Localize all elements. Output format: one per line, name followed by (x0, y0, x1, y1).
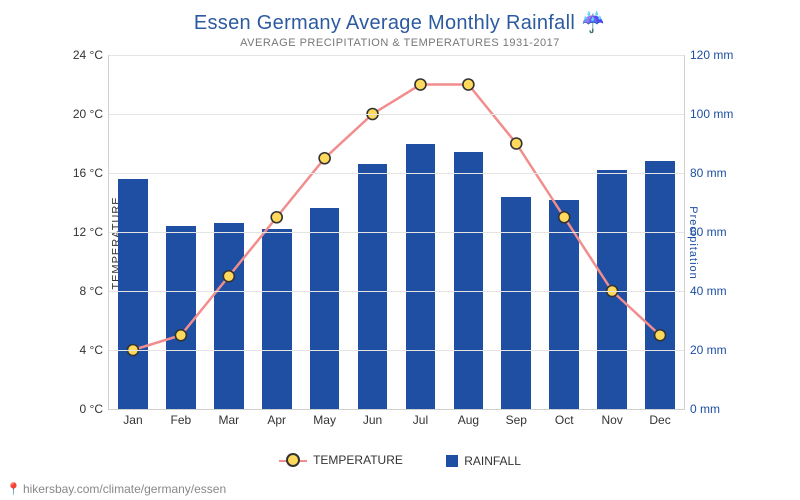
source-url: hikersbay.com/climate/germany/essen (23, 482, 226, 496)
xtick: Apr (267, 409, 286, 427)
temperature-marker (655, 330, 666, 341)
xtick: Sep (506, 409, 527, 427)
temperature-marker (415, 79, 426, 90)
y-axis-right-label: Precipitation (687, 206, 699, 280)
gridline (109, 55, 684, 56)
line-marker-icon (279, 453, 307, 467)
temperature-line (133, 85, 660, 351)
ytick-right: 60 mm (684, 225, 727, 239)
xtick: Oct (555, 409, 574, 427)
chart-subtitle: AVERAGE PRECIPITATION & TEMPERATURES 193… (0, 37, 800, 49)
ytick-left: 16 °C (73, 166, 109, 180)
legend-rainfall-label: RAINFALL (464, 454, 521, 468)
xtick: Nov (601, 409, 622, 427)
gridline (109, 350, 684, 351)
ytick-right: 120 mm (684, 48, 733, 62)
ytick-left: 20 °C (73, 107, 109, 121)
ytick-right: 40 mm (684, 284, 727, 298)
xtick: Jan (123, 409, 142, 427)
temperature-marker (463, 79, 474, 90)
legend-temperature: TEMPERATURE (279, 453, 403, 467)
xtick: Aug (458, 409, 479, 427)
ytick-right: 80 mm (684, 166, 727, 180)
legend-temperature-label: TEMPERATURE (313, 453, 403, 467)
temperature-marker (271, 212, 282, 223)
ytick-left: 0 °C (80, 402, 109, 416)
xtick: Jul (413, 409, 428, 427)
xtick: May (313, 409, 336, 427)
xtick: Dec (649, 409, 670, 427)
chart-title: Essen Germany Average Monthly Rainfall ☔ (0, 10, 800, 35)
chart-header: Essen Germany Average Monthly Rainfall ☔… (0, 0, 800, 49)
ytick-left: 8 °C (80, 284, 109, 298)
temperature-marker (223, 271, 234, 282)
legend-rainfall: RAINFALL (446, 454, 521, 468)
ytick-right: 100 mm (684, 107, 733, 121)
chart-area: TEMPERATURE Precipitation 0 °C4 °C8 °C12… (60, 55, 740, 430)
gridline (109, 173, 684, 174)
temperature-marker (175, 330, 186, 341)
xtick: Jun (363, 409, 382, 427)
temperature-marker (319, 153, 330, 164)
xtick: Mar (218, 409, 239, 427)
ytick-left: 24 °C (73, 48, 109, 62)
pin-icon: 📍 (6, 482, 21, 496)
xtick: Feb (171, 409, 192, 427)
ytick-left: 12 °C (73, 225, 109, 239)
ytick-right: 0 mm (684, 402, 720, 416)
gridline (109, 232, 684, 233)
temperature-marker (511, 138, 522, 149)
temperature-marker (559, 212, 570, 223)
gridline (109, 114, 684, 115)
ytick-right: 20 mm (684, 343, 727, 357)
bar-marker-icon (446, 455, 458, 467)
chart-legend: TEMPERATURE RAINFALL (0, 453, 800, 470)
ytick-left: 4 °C (80, 343, 109, 357)
gridline (109, 291, 684, 292)
plot-region: 0 °C4 °C8 °C12 °C16 °C20 °C24 °C0 mm20 m… (108, 55, 685, 410)
source-footer: 📍hikersbay.com/climate/germany/essen (6, 482, 226, 496)
